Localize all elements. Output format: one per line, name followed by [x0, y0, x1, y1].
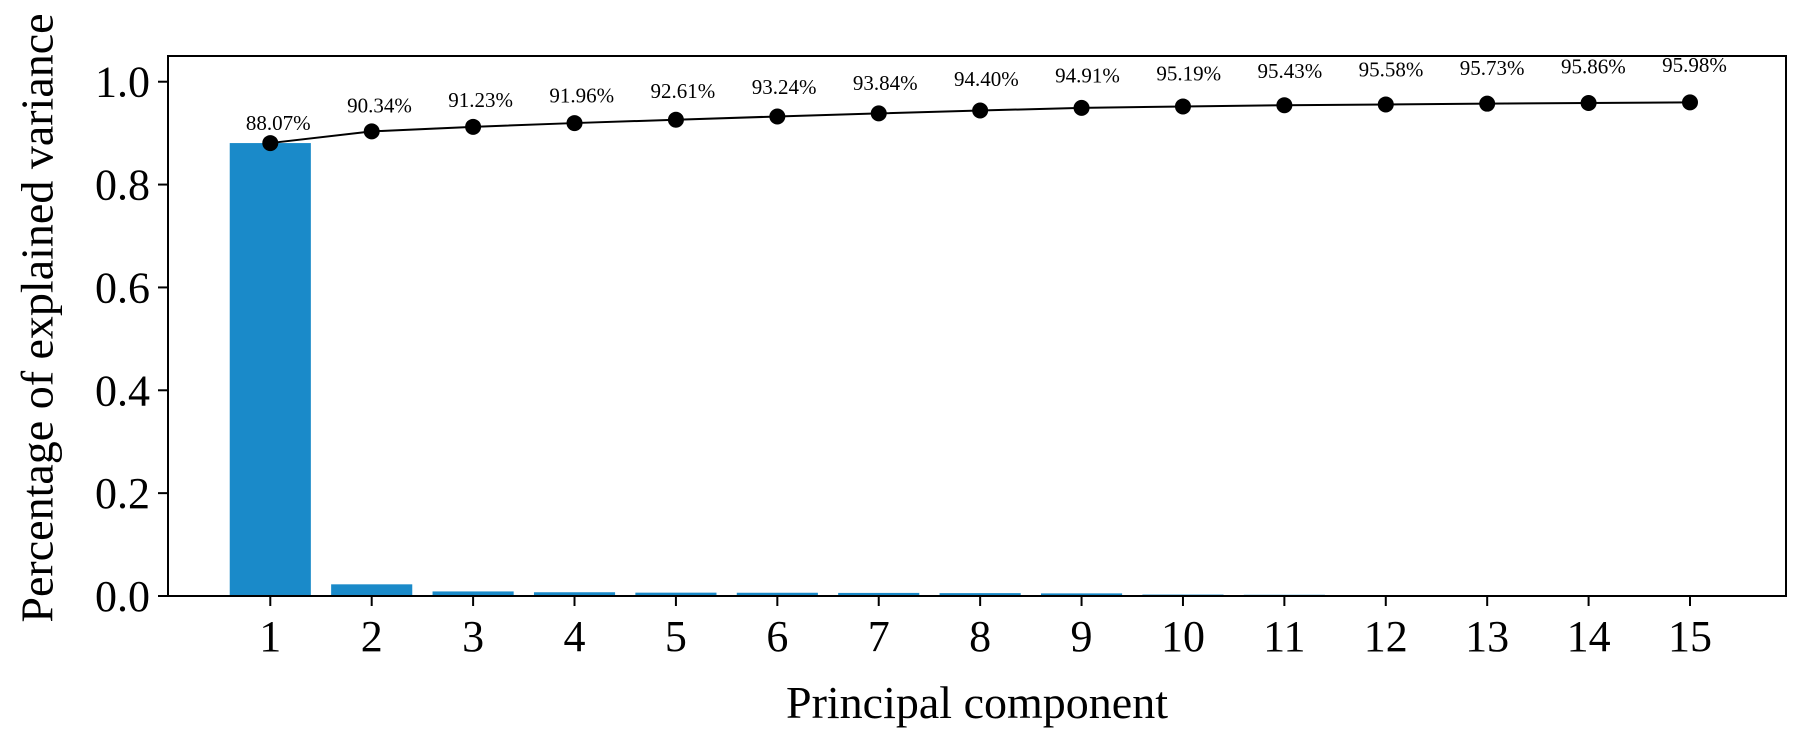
cumulative-label-7: 93.84%: [853, 71, 918, 95]
bar-5: [635, 592, 717, 596]
cumulative-point-3: [465, 118, 482, 135]
bar-4: [533, 592, 616, 596]
y-axis: 0.0 0.2 0.4 0.6 0.8 1.0: [95, 58, 168, 621]
x-tick-label-5: 5: [665, 612, 687, 661]
x-tick-label-14: 14: [1567, 612, 1611, 661]
bar-7: [838, 592, 920, 596]
cumulative-point-4: [566, 115, 583, 132]
x-tick-label-13: 13: [1465, 612, 1509, 661]
cumulative-point-9: [1073, 99, 1090, 116]
y-tick-label-1.0: 1.0: [95, 58, 150, 107]
bar-8: [939, 593, 1021, 596]
cumulative-point-14: [1580, 95, 1597, 112]
x-tick-label-10: 10: [1161, 612, 1205, 661]
plot-frame: [167, 55, 1787, 597]
cumulative-label-4: 91.96%: [549, 83, 614, 107]
cumulative-point-15: [1682, 94, 1698, 111]
cumulative-label-12: 95.58%: [1359, 58, 1424, 82]
y-axis-title: Percentage of explained variance: [12, 13, 63, 622]
cumulative-point-7: [870, 105, 887, 122]
cumulative-point-6: [769, 108, 786, 125]
y-tick-label-0.0: 0.0: [95, 572, 150, 621]
bar-1: [229, 143, 311, 596]
bars-layer: [229, 143, 1731, 596]
x-tick-label-3: 3: [462, 612, 484, 661]
cumulative-label-11: 95.43%: [1257, 59, 1322, 83]
x-tick-label-2: 2: [361, 612, 383, 661]
y-tick-label-0.8: 0.8: [95, 161, 150, 210]
cumulative-label-1: 88.07%: [246, 111, 311, 135]
cumulative-point-11: [1276, 97, 1293, 114]
bar-6: [736, 592, 818, 596]
x-tick-label-15: 15: [1668, 612, 1712, 661]
cumulative-point-8: [972, 102, 989, 119]
cumulative-point-13: [1479, 95, 1496, 112]
cumulative-point-5: [667, 111, 684, 128]
x-tick-label-4: 4: [564, 612, 586, 661]
cumulative-label-6: 93.24%: [752, 75, 817, 99]
x-axis-title: Principal component: [786, 677, 1168, 728]
x-axis: 1 2 3 4 5 6 7 8 9 10 11 12 13 14 15: [259, 596, 1712, 661]
bar-9: [1040, 593, 1123, 596]
cumulative-label-5: 92.61%: [651, 79, 716, 103]
x-tick-label-1: 1: [259, 612, 281, 661]
y-tick-label-0.6: 0.6: [95, 263, 150, 312]
bar-3: [432, 591, 514, 596]
cumulative-label-8: 94.40%: [954, 67, 1019, 91]
cumulative-line-layer: 88.07% 90.34% 91.23% 91.96% 92.61% 93.24% 93.8…: [246, 53, 1727, 152]
cumulative-point-2: [363, 123, 380, 140]
cumulative-label-10: 95.19%: [1156, 61, 1221, 85]
x-tick-label-9: 9: [1071, 612, 1093, 661]
x-tick-label-8: 8: [969, 612, 991, 661]
cumulative-label-9: 94.91%: [1055, 64, 1120, 88]
y-tick-label-0.2: 0.2: [95, 469, 150, 518]
cumulative-point-12: [1377, 96, 1394, 113]
x-tick-label-12: 12: [1364, 612, 1408, 661]
cumulative-label-2: 90.34%: [347, 93, 412, 117]
x-tick-label-11: 11: [1263, 612, 1305, 661]
x-tick-label-6: 6: [766, 612, 788, 661]
cumulative-label-14: 95.86%: [1561, 54, 1626, 78]
x-tick-label-7: 7: [868, 612, 890, 661]
cumulative-point-10: [1174, 98, 1191, 115]
cumulative-label-3: 91.23%: [448, 88, 513, 112]
cumulative-point-1: [262, 135, 279, 152]
cumulative-label-13: 95.73%: [1460, 56, 1525, 80]
bar-2: [331, 584, 413, 596]
y-tick-label-0.4: 0.4: [95, 366, 150, 415]
